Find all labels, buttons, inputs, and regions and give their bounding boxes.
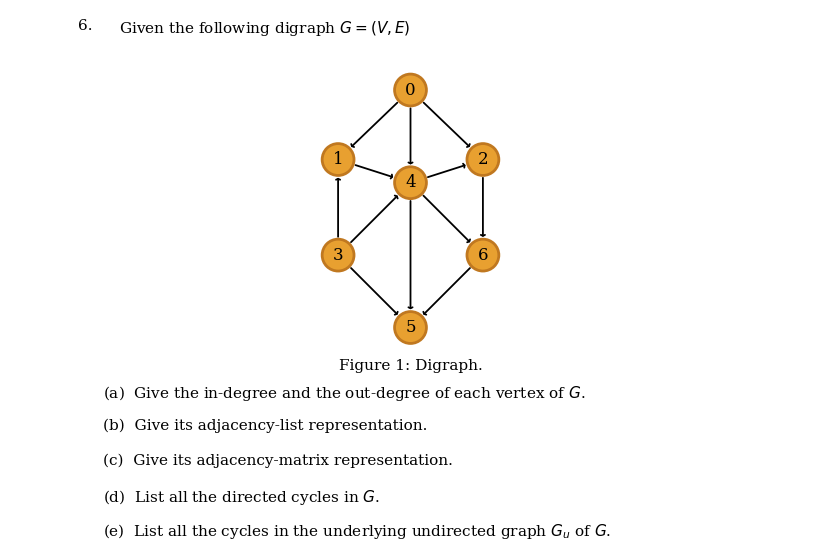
Text: 4: 4 [406, 174, 415, 191]
Circle shape [395, 311, 426, 344]
Text: 6: 6 [478, 247, 488, 263]
Text: 5: 5 [406, 319, 415, 336]
Text: (c)  Give its adjacency-matrix representation.: (c) Give its adjacency-matrix representa… [103, 453, 452, 468]
Text: 3: 3 [333, 247, 343, 263]
Circle shape [467, 144, 499, 175]
Circle shape [395, 74, 426, 106]
Text: (e)  List all the cycles in the underlying undirected graph $G_u$ of $G$.: (e) List all the cycles in the underlyin… [103, 522, 611, 541]
Text: (a)  Give the in-degree and the out-degree of each vertex of $G$.: (a) Give the in-degree and the out-degre… [103, 384, 585, 403]
Circle shape [467, 239, 499, 271]
Circle shape [322, 239, 354, 271]
Text: (b)  Give its adjacency-list representation.: (b) Give its adjacency-list representati… [103, 419, 427, 433]
Circle shape [322, 144, 354, 175]
Text: Figure 1: Digraph.: Figure 1: Digraph. [338, 359, 483, 373]
Text: 0: 0 [406, 81, 415, 99]
Text: Given the following digraph $G = (V, E)$: Given the following digraph $G = (V, E)$ [119, 19, 410, 38]
Text: (d)  List all the directed cycles in $G$.: (d) List all the directed cycles in $G$. [103, 488, 379, 507]
Text: 6.: 6. [78, 19, 93, 33]
Text: 2: 2 [478, 151, 488, 168]
Text: 1: 1 [333, 151, 343, 168]
Circle shape [395, 167, 426, 199]
